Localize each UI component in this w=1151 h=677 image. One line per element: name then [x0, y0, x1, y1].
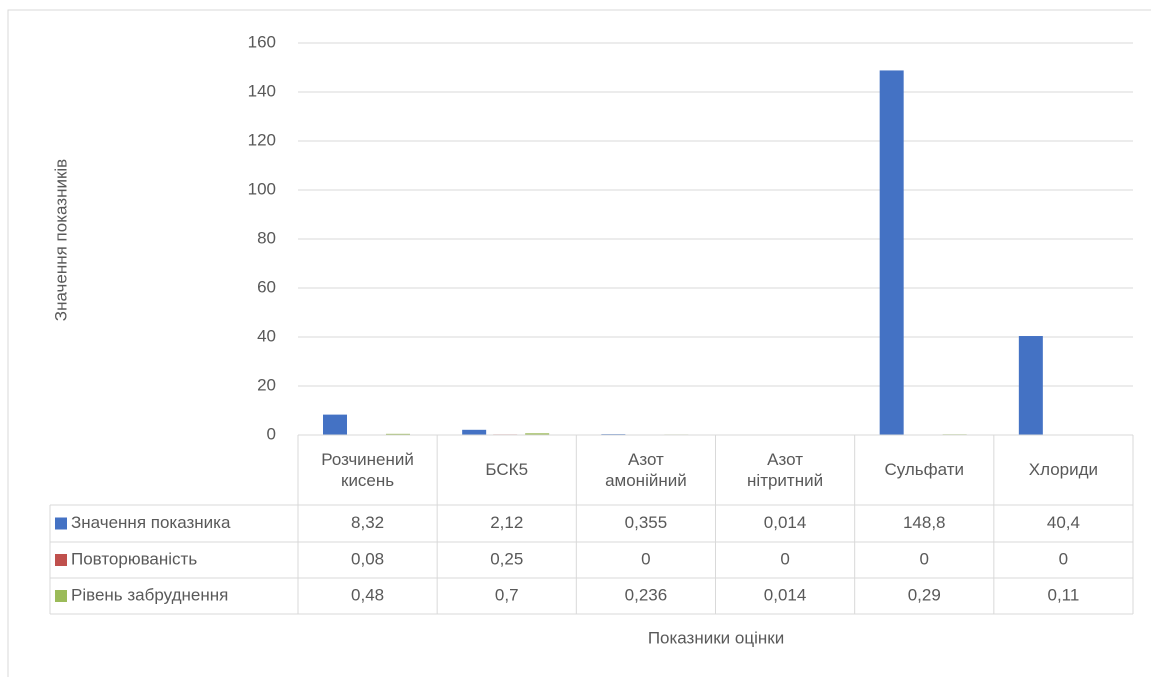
data-label: 0 [780, 549, 789, 568]
y-tick-label: 140 [248, 81, 276, 100]
bar [525, 433, 550, 435]
legend-label: Рівень забруднення [71, 585, 228, 604]
y-tick-label: 40 [257, 326, 276, 345]
x-tick-label: Азот нітритний [747, 449, 824, 490]
data-label: 0,014 [764, 513, 807, 532]
category-cell: Розчинений кисень [321, 449, 414, 490]
data-label: 0 [920, 549, 929, 568]
x-tick-label: Сульфати [884, 460, 964, 480]
bar [323, 414, 347, 435]
category-cell: Азот нітритний [747, 449, 824, 490]
data-label: 0,29 [908, 585, 941, 604]
category-cell: Азот амонійний [605, 449, 687, 490]
y-tick-label: 60 [257, 277, 276, 296]
legend-key [55, 517, 67, 530]
legend-label: Значення показника [71, 513, 231, 532]
y-tick-label: 100 [248, 179, 276, 198]
data-label: 0,7 [495, 585, 519, 604]
y-tick-label: 20 [257, 375, 276, 394]
data-label: 148,8 [903, 513, 946, 532]
bar [879, 70, 904, 435]
data-label: 0,48 [351, 585, 384, 604]
bar [462, 429, 487, 435]
x-axis-label: Показники оцінки [648, 628, 784, 647]
legend-label: Повторюваність [71, 549, 197, 568]
legend-key [55, 590, 67, 602]
y-tick-label: 160 [248, 32, 276, 51]
data-label: 2,12 [490, 513, 523, 532]
bar [386, 433, 410, 435]
x-tick-label: Азот амонійний [605, 449, 687, 490]
y-tick-label: 80 [257, 228, 276, 247]
legend-key [55, 554, 67, 566]
x-tick-label: БСК5 [485, 460, 529, 480]
data-label: 0 [641, 549, 650, 568]
data-label: 40,4 [1047, 513, 1080, 532]
bar [1018, 336, 1043, 435]
data-label: 0,08 [351, 549, 384, 568]
y-tick-label: 120 [248, 130, 276, 149]
y-tick-label: 0 [267, 424, 276, 443]
data-label: 0,014 [764, 585, 807, 604]
y-axis-label: Значення показників [51, 159, 70, 321]
data-label: 8,32 [351, 513, 384, 532]
chart-frame [7, 9, 1151, 677]
data-label: 0,11 [1048, 585, 1080, 604]
data-label: 0,236 [625, 585, 668, 604]
x-tick-label: Розчинений кисень [321, 449, 414, 490]
data-label: 0,355 [625, 513, 668, 532]
data-label: 0 [1059, 549, 1068, 568]
x-tick-label: Хлориди [1028, 460, 1099, 480]
category-cell: Хлориди [1028, 460, 1099, 480]
category-cell: Сульфати [884, 460, 964, 480]
category-cell: БСК5 [485, 460, 529, 480]
data-label: 0,25 [490, 549, 523, 568]
